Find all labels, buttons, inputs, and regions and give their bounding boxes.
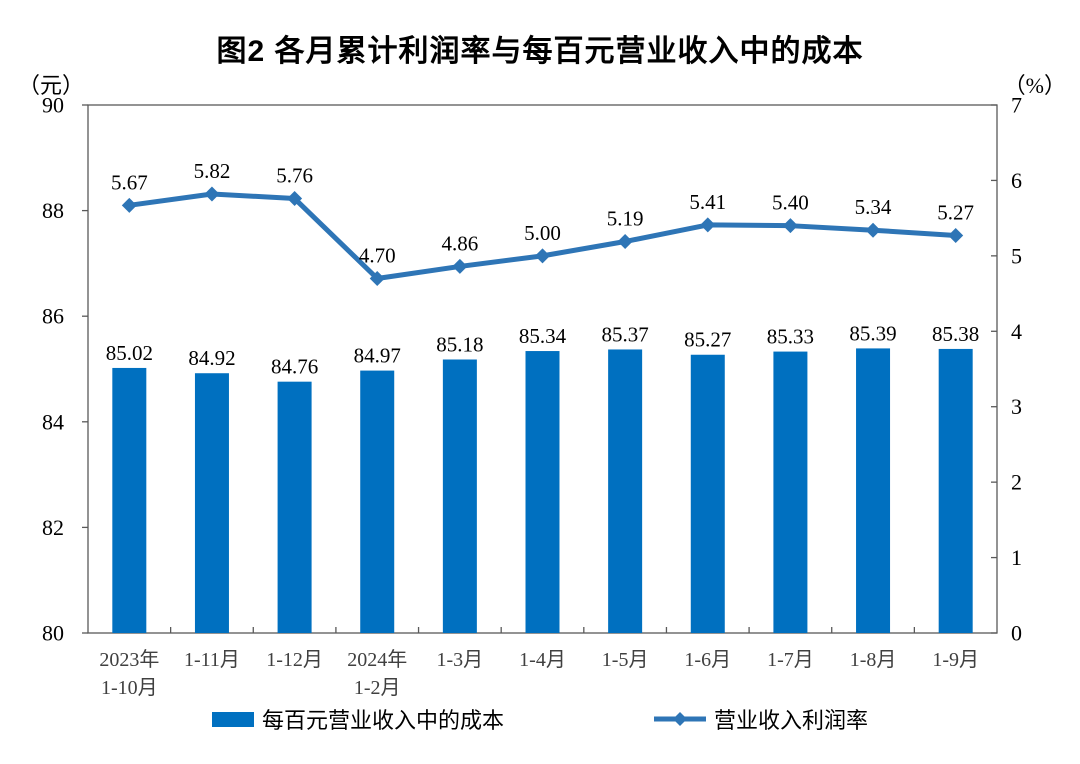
line-value-label: 5.41 — [689, 190, 726, 214]
left-axis-tick-label: 88 — [42, 198, 64, 223]
bar-value-label: 85.39 — [849, 321, 896, 345]
bar — [690, 354, 725, 633]
right-axis-tick-label: 3 — [1011, 394, 1022, 419]
bar — [112, 367, 147, 633]
line-marker — [369, 270, 385, 286]
right-axis-tick-label: 4 — [1011, 319, 1022, 344]
legend-item-line: 营业收入利润率 — [654, 703, 868, 735]
x-axis-category-label: 1-11月 — [184, 649, 240, 671]
x-axis-category-label: 1-4月 — [519, 649, 566, 671]
line-marker — [452, 258, 468, 274]
x-axis-category-label: 1-5月 — [602, 649, 649, 671]
line-value-label: 5.76 — [276, 164, 313, 188]
x-axis-category-label: 1-8月 — [850, 649, 897, 671]
line-marker — [287, 191, 303, 207]
chart-title: 图2 各月累计利润率与每百元营业收入中的成本 — [216, 35, 864, 68]
bar-value-label: 85.27 — [684, 328, 731, 352]
bar — [360, 370, 395, 633]
left-axis-tick-label: 80 — [42, 621, 64, 646]
bar-value-label: 85.38 — [932, 322, 979, 346]
left-axis-tick-label: 82 — [42, 515, 64, 540]
line-marker — [617, 234, 633, 250]
left-axis-unit-label: （元） — [18, 73, 85, 98]
bar — [194, 373, 229, 633]
line-marker — [865, 222, 881, 238]
x-axis-category-label: 1-9月 — [932, 649, 979, 671]
bar — [525, 351, 560, 633]
legend: 每百元营业收入中的成本 营业收入利润率 — [0, 703, 1080, 735]
bar-series-swatch-icon — [211, 711, 254, 727]
bar-value-label: 84.97 — [354, 344, 401, 368]
right-axis-tick-label: 5 — [1011, 243, 1022, 268]
line-marker — [204, 186, 220, 202]
legend-bar-label: 每百元营业收入中的成本 — [261, 708, 504, 733]
line-series-swatch-icon — [654, 712, 706, 726]
line-value-label: 5.82 — [194, 159, 231, 183]
x-axis-category-label: 1-10月 — [101, 677, 158, 699]
right-axis-tick-label: 1 — [1011, 545, 1022, 570]
left-axis-tick-label: 86 — [42, 304, 64, 329]
bar — [773, 351, 808, 633]
left-axis-tick-label: 84 — [42, 409, 64, 434]
line-marker — [700, 217, 716, 233]
right-axis-tick-label: 6 — [1011, 168, 1022, 193]
x-axis-category-label: 1-6月 — [684, 649, 731, 671]
bar-value-label: 85.37 — [602, 322, 649, 346]
x-axis-category-label: 2023年 — [99, 648, 159, 671]
line-marker — [782, 218, 798, 234]
line-value-label: 4.86 — [441, 231, 478, 255]
legend-diamond-marker-icon — [673, 712, 687, 726]
line-value-label: 5.27 — [937, 200, 974, 224]
right-axis-tick-label: 2 — [1011, 470, 1022, 495]
line-value-label: 4.70 — [359, 243, 396, 267]
right-axis-unit-label: （%） — [1003, 73, 1066, 98]
bar-value-label: 85.34 — [519, 324, 567, 348]
bar — [938, 348, 973, 633]
bar — [277, 381, 312, 633]
line-value-label: 5.67 — [111, 170, 148, 194]
bar-value-label: 85.33 — [767, 325, 814, 349]
legend-item-bar: 每百元营业收入中的成本 — [211, 703, 504, 735]
x-axis-category-label: 1-2月 — [354, 677, 401, 699]
bar — [442, 359, 477, 633]
line-marker — [535, 248, 550, 264]
right-axis-tick-label: 7 — [1011, 93, 1022, 118]
x-axis-category-label: 2024年 — [347, 648, 407, 671]
line-value-label: 5.19 — [607, 207, 644, 231]
bar-value-label: 84.76 — [271, 355, 318, 379]
line-marker — [121, 197, 137, 213]
right-axis-tick-label: 0 — [1011, 621, 1022, 646]
line-value-label: 5.34 — [855, 195, 892, 219]
bar-value-label: 84.92 — [188, 346, 235, 370]
x-axis-category-label: 1-7月 — [767, 649, 814, 671]
line-value-label: 5.40 — [772, 191, 809, 215]
left-axis-tick-label: 90 — [42, 93, 64, 118]
x-axis-category-label: 1-12月 — [266, 649, 323, 671]
legend-line-label: 营业收入利润率 — [714, 708, 869, 733]
line-marker — [948, 227, 964, 243]
bar-value-label: 85.18 — [436, 332, 483, 356]
bar — [856, 348, 891, 633]
bar-value-label: 85.02 — [106, 341, 153, 365]
x-axis-category-label: 1-3月 — [437, 649, 484, 671]
line-value-label: 5.00 — [524, 221, 561, 245]
bar — [608, 349, 643, 633]
